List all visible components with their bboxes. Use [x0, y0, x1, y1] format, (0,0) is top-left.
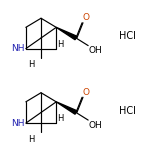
Text: HCl: HCl: [119, 106, 135, 116]
Text: O: O: [83, 13, 90, 22]
Polygon shape: [56, 27, 77, 40]
Polygon shape: [56, 102, 77, 114]
Text: H: H: [28, 135, 34, 143]
Text: NH: NH: [12, 119, 25, 128]
Text: NH: NH: [12, 44, 25, 53]
Text: O: O: [83, 88, 90, 97]
Text: OH: OH: [89, 121, 103, 130]
Text: OH: OH: [89, 46, 103, 55]
Text: H: H: [57, 40, 63, 48]
Text: H: H: [57, 114, 63, 123]
Text: HCl: HCl: [119, 31, 135, 41]
Text: H: H: [28, 60, 34, 69]
